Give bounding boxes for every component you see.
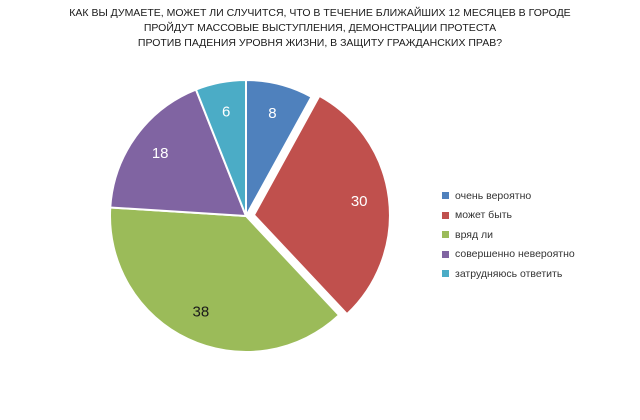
legend-swatch-1: [442, 211, 449, 219]
data-label-вряд-ли: 38: [192, 303, 209, 320]
pie-slice-затрудняюсь-ответить: [194, 78, 247, 217]
legend-label-2: вряд ли: [455, 228, 494, 241]
pie-slice-совершенно-невероятно: [109, 88, 248, 218]
legend-item-2: вряд ли: [442, 225, 575, 245]
chart-legend: очень вероятно может быть вряд ли соверш…: [442, 186, 575, 284]
legend-label-0: очень вероятно: [455, 189, 532, 202]
data-label-может-быть: 30: [351, 193, 368, 210]
legend-swatch-2: [442, 231, 449, 239]
data-label-совершенно-невероятно: 18: [152, 145, 169, 162]
chart-title-line-3: ПРОТИВ ПАДЕНИЯ УРОВНЯ ЖИЗНИ, В ЗАЩИТУ ГР…: [137, 37, 503, 49]
legend-item-1: может быть: [442, 206, 575, 226]
legend-label-4: затрудняюсь ответить: [455, 267, 563, 280]
pie-slice-вряд-ли: [109, 206, 341, 353]
data-label-очень-вероятно: 8: [268, 105, 276, 122]
legend-label-3: совершенно невероятно: [455, 248, 575, 261]
legend-item-4: затрудняюсь ответить: [442, 264, 575, 284]
chart-title-line-2: ПРОЙДУТ МАССОВЫЕ ВЫСТУПЛЕНИЯ, ДЕМОНСТРАЦ…: [143, 22, 497, 34]
legend-label-1: может быть: [455, 209, 513, 222]
legend-swatch-4: [442, 270, 449, 278]
pie-slice-может-быть: [252, 94, 391, 316]
chart-title-line-1: КАК ВЫ ДУМАЕТЕ, МОЖЕТ ЛИ СЛУЧИТСЯ, ЧТО В…: [69, 7, 571, 19]
legend-swatch-0: [442, 192, 449, 200]
legend-swatch-3: [442, 250, 449, 258]
chart-title: КАК ВЫ ДУМАЕТЕ, МОЖЕТ ЛИ СЛУЧИТСЯ, ЧТО В…: [40, 6, 600, 51]
legend-item-3: совершенно невероятно: [442, 245, 575, 265]
legend-item-0: очень вероятно: [442, 186, 575, 206]
data-label-затрудняюсь-ответить: 6: [222, 103, 230, 120]
